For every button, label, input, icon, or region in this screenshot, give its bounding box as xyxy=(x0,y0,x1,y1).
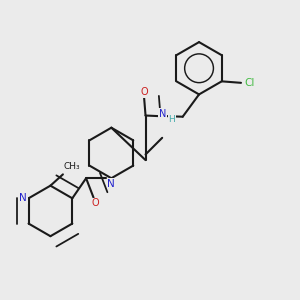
Text: CH₃: CH₃ xyxy=(64,162,80,171)
Text: O: O xyxy=(91,199,99,208)
Text: O: O xyxy=(140,87,148,97)
Text: N: N xyxy=(107,178,115,189)
Text: Cl: Cl xyxy=(244,78,254,88)
Text: N: N xyxy=(159,109,166,119)
Text: N: N xyxy=(19,193,27,203)
Text: H: H xyxy=(168,115,175,124)
